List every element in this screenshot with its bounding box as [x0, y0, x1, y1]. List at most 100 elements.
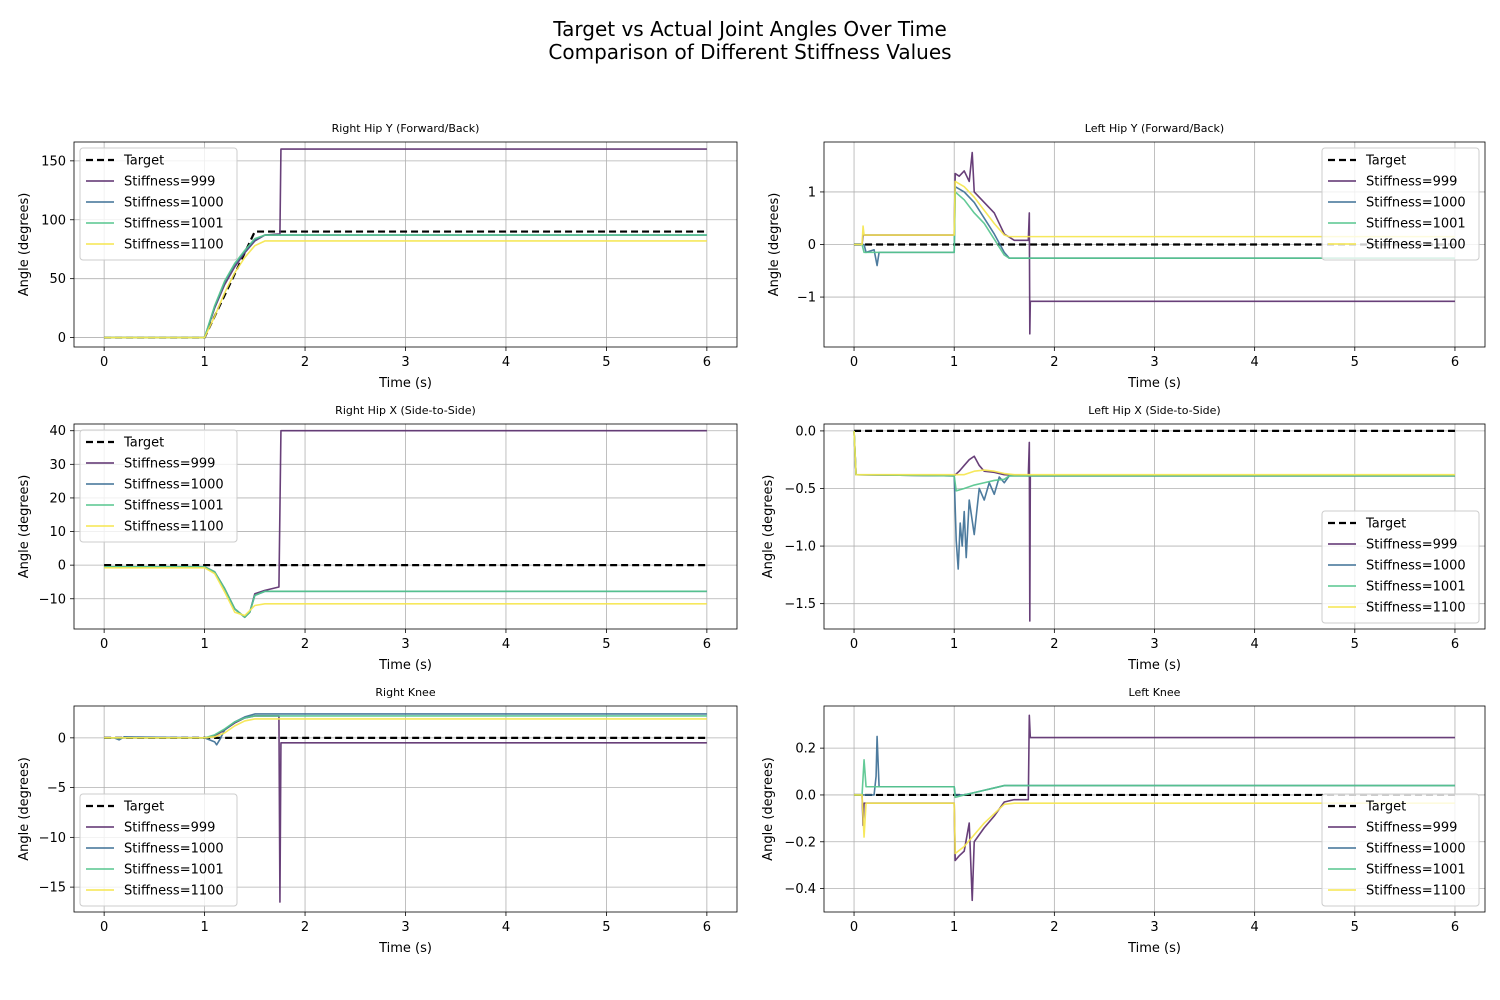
figure-title-line2: Comparison of Different Stiffness Values	[548, 40, 951, 64]
series-line-stiffness-1100	[104, 718, 707, 739]
y-tick-label: 0	[58, 559, 66, 574]
series-line-stiffness-1100	[104, 240, 707, 339]
y-tick-label: 0	[58, 331, 66, 346]
y-tick-label: 0.0	[795, 788, 816, 803]
legend-label: Stiffness=1000	[1366, 196, 1466, 211]
legend-label: Target	[123, 154, 164, 169]
legend-label: Stiffness=1100	[124, 884, 224, 899]
legend-label: Target	[123, 800, 164, 815]
series-line-stiffness-1100	[854, 180, 1455, 246]
legend-label: Stiffness=1001	[124, 863, 224, 878]
y-tick-label: 150	[41, 154, 66, 169]
legend-label: Stiffness=1000	[1366, 559, 1466, 574]
subplot-5: 0 1 2 3 4 5 6 −15 −10 −5 0 Right Knee Time (s) Angle …	[17, 686, 738, 956]
x-tick-label: 3	[1150, 920, 1158, 935]
x-tick-label: 3	[401, 637, 409, 652]
legend: Target Stiffness=999 Stiffness=1000 Stiffne…	[79, 147, 238, 261]
x-tick-label: 1	[950, 355, 958, 370]
legend-label: Stiffness=1100	[124, 520, 224, 535]
legend-label: Stiffness=999	[124, 457, 215, 472]
axes-frame	[823, 141, 1486, 348]
x-axis-label: Time (s)	[378, 658, 432, 673]
legend-label: Target	[123, 436, 164, 451]
series-line-stiffness-999	[853, 430, 1455, 622]
series-line-stiffness-1001	[104, 234, 707, 339]
subplot-title: Left Hip X (Side-to-Side)	[1088, 404, 1220, 417]
series-line-stiffness-1100	[853, 430, 1455, 476]
x-axis-label: Time (s)	[1127, 376, 1181, 391]
x-tick-label: 1	[950, 920, 958, 935]
legend-label: Target	[1365, 517, 1406, 532]
x-tick-label: 0	[850, 920, 858, 935]
y-tick-label: −1	[797, 291, 816, 306]
y-tick-label: −5	[47, 781, 66, 796]
legend-box	[1321, 147, 1480, 261]
x-axis-label: Time (s)	[1127, 941, 1181, 956]
x-tick-label: 4	[502, 637, 510, 652]
legend: Target Stiffness=999 Stiffness=1000 Stiffne…	[79, 429, 238, 543]
legend-label: Stiffness=1100	[1366, 601, 1466, 616]
legend-label: Stiffness=999	[1366, 175, 1457, 190]
x-tick-label: 2	[1050, 920, 1058, 935]
x-tick-label: 1	[200, 355, 208, 370]
y-tick-label: 0.2	[795, 742, 816, 757]
y-tick-label: −0.2	[784, 835, 816, 850]
series-line-stiffness-999	[854, 714, 1455, 902]
axes-frame	[823, 423, 1486, 630]
x-tick-label: 1	[200, 920, 208, 935]
y-axis-label: Angle (degrees)	[17, 475, 32, 579]
y-axis-label: Angle (degrees)	[761, 757, 776, 861]
legend-label: Stiffness=1001	[1366, 863, 1466, 878]
subplot-title: Right Knee	[375, 686, 435, 699]
x-tick-label: 0	[850, 637, 858, 652]
x-tick-label: 4	[1251, 355, 1259, 370]
figure-title-line1: Target vs Actual Joint Angles Over Time	[552, 17, 947, 41]
legend-label: Stiffness=999	[1366, 538, 1457, 553]
x-tick-label: 5	[602, 637, 610, 652]
subplot-3: 0 1 2 3 4 5 6 −10 0 10 20 30 40 Right Hip X (Side-to-…	[17, 404, 738, 673]
legend-label: Stiffness=999	[1366, 821, 1457, 836]
y-axis-label: Angle (degrees)	[17, 757, 32, 861]
legend-box	[1321, 510, 1480, 624]
x-tick-label: 5	[602, 920, 610, 935]
x-tick-label: 6	[703, 637, 711, 652]
legend: Target Stiffness=999 Stiffness=1000 Stiffne…	[1321, 793, 1480, 907]
legend-label: Stiffness=1000	[124, 842, 224, 857]
legend-label: Stiffness=1001	[124, 499, 224, 514]
y-tick-label: 0	[808, 238, 816, 253]
legend: Target Stiffness=999 Stiffness=1000 Stiffne…	[79, 793, 238, 907]
x-tick-label: 0	[100, 355, 108, 370]
series-line-stiffness-1100	[104, 567, 707, 617]
y-axis-label: Angle (degrees)	[761, 475, 776, 579]
x-tick-label: 6	[703, 920, 711, 935]
series-line-stiffness-1001	[854, 759, 1455, 799]
y-tick-label: −1.5	[784, 597, 816, 612]
y-tick-label: 40	[49, 424, 66, 439]
x-axis-label: Time (s)	[1127, 658, 1181, 673]
series-line-stiffness-1000	[104, 713, 707, 746]
legend-label: Stiffness=1001	[1366, 580, 1466, 595]
x-tick-label: 6	[703, 355, 711, 370]
x-tick-label: 6	[1451, 637, 1459, 652]
x-tick-label: 3	[1150, 637, 1158, 652]
x-tick-label: 2	[301, 920, 309, 935]
legend-label: Stiffness=1001	[124, 217, 224, 232]
x-tick-label: 4	[1251, 637, 1259, 652]
subplot-6: 0 1 2 3 4 5 6 −0.4 −0.2 0.0 0.2 Left Knee Time (s) An…	[761, 686, 1486, 956]
y-tick-label: 0.0	[795, 424, 816, 439]
legend-box	[79, 429, 238, 543]
x-tick-label: 2	[301, 637, 309, 652]
series-line-stiffness-1001	[854, 191, 1455, 259]
axes-frame	[73, 141, 738, 348]
y-tick-label: 50	[49, 272, 66, 287]
x-tick-label: 4	[1251, 920, 1259, 935]
legend-label: Target	[1365, 800, 1406, 815]
legend-label: Stiffness=1000	[1366, 842, 1466, 857]
y-tick-label: −0.4	[784, 882, 816, 897]
legend-label: Stiffness=1100	[124, 238, 224, 253]
x-tick-label: 6	[1451, 355, 1459, 370]
x-tick-label: 0	[100, 637, 108, 652]
y-tick-label: 1	[808, 185, 816, 200]
